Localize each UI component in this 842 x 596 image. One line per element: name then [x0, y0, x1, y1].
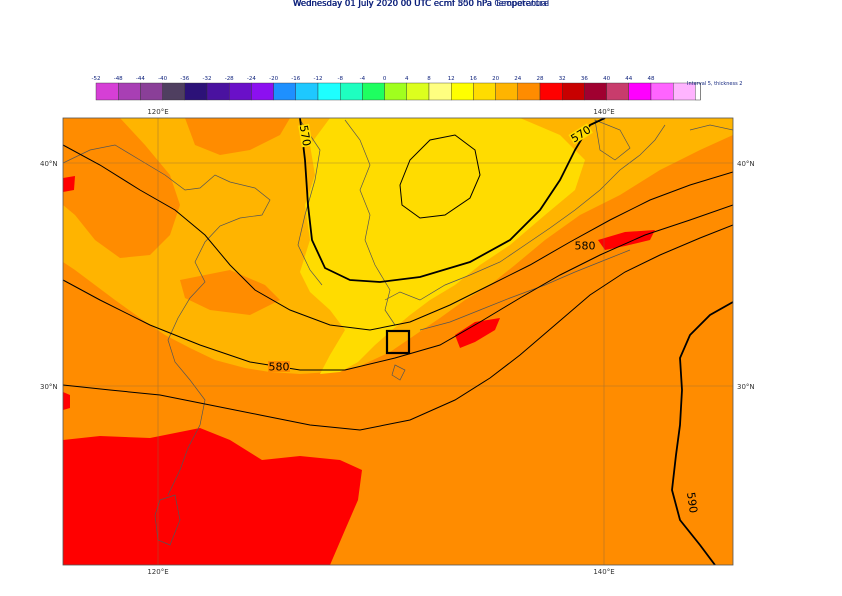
legend-tick-label: -24 [247, 76, 256, 82]
lon-label-120e-top: 120°E [147, 108, 168, 116]
temperature-band-orange-west [63, 118, 180, 258]
lat-label-40n-left: 40°N [40, 160, 58, 168]
legend-interval-note: Interval 5, thickness 2 [687, 81, 743, 87]
map-field [63, 118, 733, 565]
legend-tick-label: -28 [225, 76, 234, 82]
contour-label-580-b: 580 [269, 361, 290, 374]
temperature-band-yellow [300, 118, 585, 374]
temperature-patch-red-southwest [63, 428, 362, 565]
contour-label-570-a: 570 [297, 124, 313, 147]
lat-label-30n-right: 30°N [737, 383, 755, 391]
lat-lon-grid [63, 118, 733, 565]
legend-tick-label: 48 [648, 76, 655, 82]
lon-label-120e-bottom: 120°E [147, 568, 168, 576]
legend-tick-label: 20 [492, 76, 499, 82]
legend-tick-label: -52 [92, 76, 101, 82]
temperature-patch-red-pacific [455, 318, 500, 348]
contour-570-thick [299, 118, 606, 283]
legend-tick-labels: -52 -48 -44 -40 -36 -32 -28 -24 -20 -16 -12 -8 -4 0 4 8… [92, 76, 655, 82]
temperature-patch-orange-north [185, 118, 290, 155]
legend-tick-label: 0 [383, 76, 387, 82]
color-legend: -52 -48 -44 -40 -36 -32 -28 -24 -20 -16 -12 -8 -4 0 4 8… [92, 76, 743, 101]
map-title-line-1: Wednesday 01 July 2020 00 UTC ecmf 500 h… [292, 0, 550, 9]
contour-label-580-a: 580 [575, 240, 596, 253]
legend-tick-label: 24 [514, 76, 521, 82]
legend-tick-label: 28 [537, 76, 544, 82]
legend-swatch [673, 82, 696, 101]
legend-tick-label: -4 [360, 76, 366, 82]
legend-color-boxes [95, 82, 701, 101]
legend-tick-label: -12 [314, 76, 323, 82]
legend-tick-label: -36 [180, 76, 189, 82]
legend-tick-label: -32 [203, 76, 212, 82]
temperature-patch-red-north [63, 176, 75, 192]
temperature-patch-red-japan [598, 230, 655, 250]
study-area-box [385, 329, 411, 355]
legend-tick-label: 36 [581, 76, 588, 82]
geopotential-contours [63, 118, 733, 565]
legend-tick-label: -8 [337, 76, 343, 82]
legend-tick-label: 8 [427, 76, 431, 82]
contour-585 [63, 224, 733, 431]
legend-tick-label: -16 [291, 76, 300, 82]
legend-tick-label: 12 [448, 76, 455, 82]
contour-label-group: 570 570 580 580 590 [268, 123, 700, 515]
legend-tick-label: 4 [405, 76, 409, 82]
map-frame [62, 117, 734, 566]
legend-tick-label: -48 [114, 76, 123, 82]
legend-tick-label: -40 [158, 76, 167, 82]
legend-bracket [695, 82, 701, 101]
temperature-patch-red-west [63, 392, 70, 410]
lat-label-40n-right: 40°N [737, 160, 755, 168]
lon-label-140e-bottom: 140°E [593, 568, 614, 576]
contour-590-thick [671, 301, 733, 565]
map-title-line-2: Wednesday 01 July 2020 00 UTC ecmf 850 h… [293, 0, 549, 9]
axis-labels: 40°N 30°N 40°N 30°N 120°E 140°E 120°E 14… [40, 108, 755, 576]
legend-tick-label: 44 [625, 76, 632, 82]
contour-label-590: 590 [684, 491, 700, 514]
legend-tick-label: 40 [603, 76, 610, 82]
legend-tick-label: 32 [559, 76, 566, 82]
contour-580 [63, 204, 733, 371]
lat-label-30n-left: 30°N [40, 383, 58, 391]
legend-tick-label: 16 [470, 76, 477, 82]
legend-tick-label: -20 [269, 76, 278, 82]
contour-575 [63, 144, 733, 331]
lon-label-140e-top: 140°E [593, 108, 614, 116]
legend-tick-label: -44 [136, 76, 145, 82]
contour-575-ring [399, 134, 481, 219]
coastlines [63, 119, 733, 546]
